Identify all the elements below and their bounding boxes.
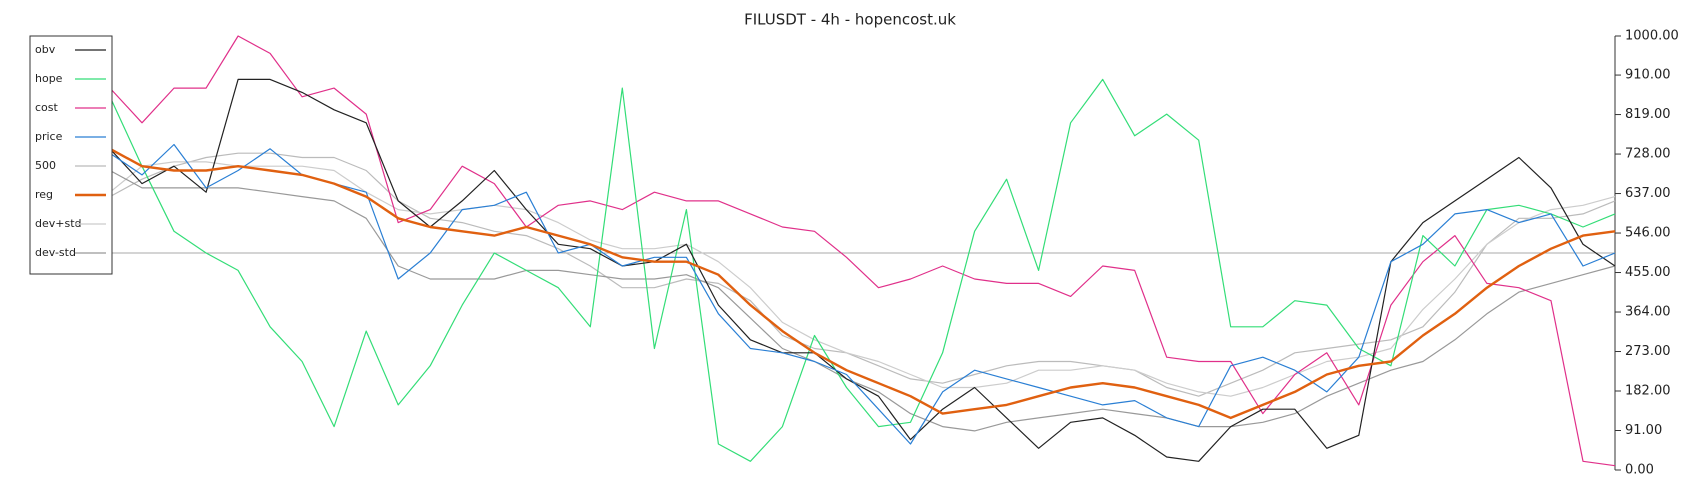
- y-tick-label: 91.00: [1625, 423, 1662, 438]
- series-line: [109, 78, 1616, 462]
- y-tick-label: 273.00: [1625, 344, 1671, 359]
- legend-label: price: [35, 130, 63, 143]
- legend-box: [29, 35, 113, 275]
- y-tick-label: 728.00: [1625, 147, 1671, 162]
- legend-label: hope: [35, 72, 63, 85]
- y-tick-label: 546.00: [1625, 226, 1671, 241]
- series-line: [109, 161, 1616, 397]
- series-line: [109, 78, 1616, 462]
- y-tick-label: 455.00: [1625, 265, 1671, 280]
- series-line: [109, 152, 1616, 397]
- legend-label: cost: [35, 101, 59, 114]
- y-tick-label: 819.00: [1625, 107, 1671, 122]
- legend-label: dev-std: [35, 246, 76, 259]
- chart-title: FILUSDT - 4h - hopencost.uk: [744, 11, 956, 29]
- series-line: [109, 169, 1616, 432]
- series-line: [109, 35, 1616, 467]
- y-tick-label: 1000.00: [1625, 29, 1679, 44]
- y-tick-label: 182.00: [1625, 384, 1671, 399]
- legend-label: obv: [35, 43, 56, 56]
- y-tick-label: 637.00: [1625, 186, 1671, 201]
- series-line: [109, 147, 1616, 420]
- legend-label: reg: [35, 188, 53, 201]
- legend-label: 500: [35, 159, 56, 172]
- y-tick-label: 0.00: [1625, 463, 1654, 478]
- legend-label: dev+std: [35, 217, 82, 230]
- y-tick-label: 364.00: [1625, 305, 1671, 320]
- series-line: [109, 143, 1616, 445]
- y-tick-label: 910.00: [1625, 68, 1671, 83]
